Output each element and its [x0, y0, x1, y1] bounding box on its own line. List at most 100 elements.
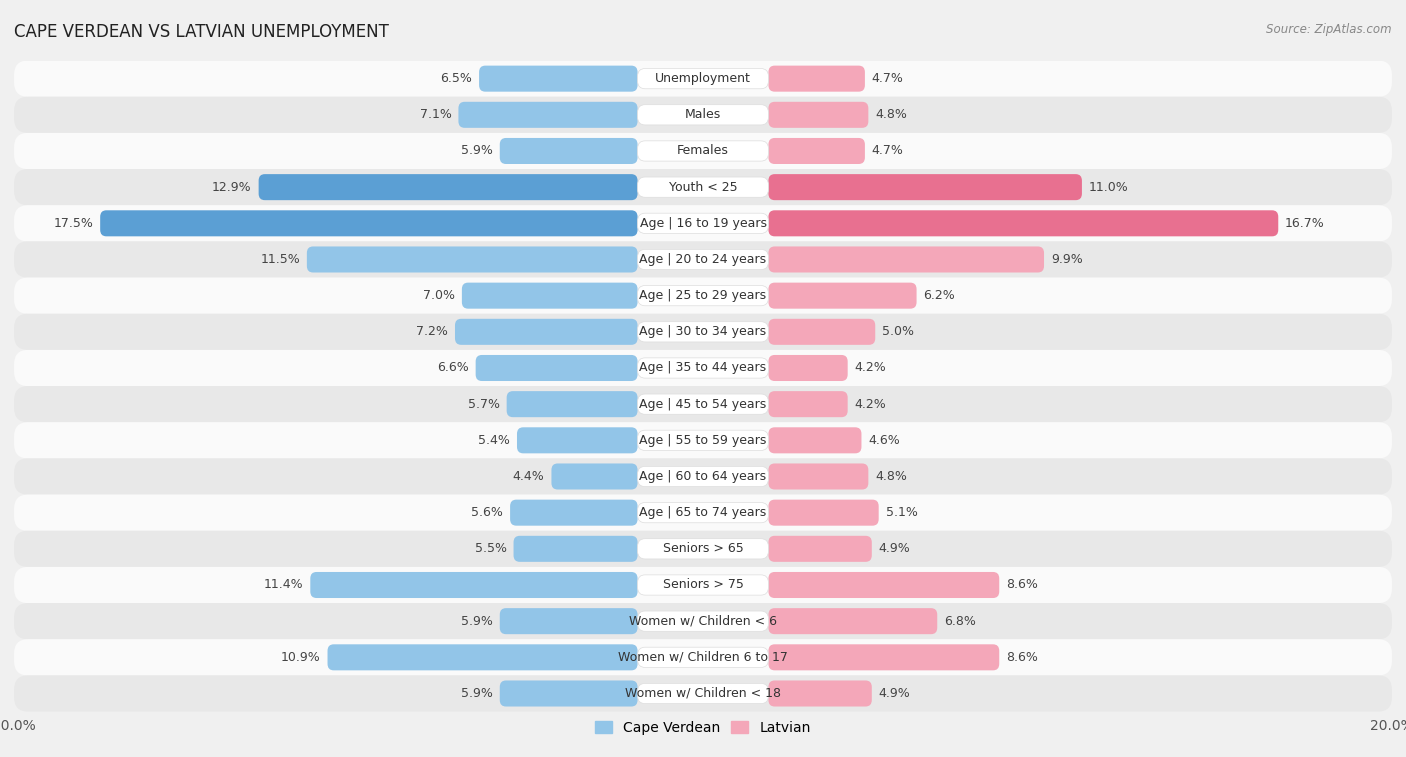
FancyBboxPatch shape [637, 647, 769, 668]
Text: 10.9%: 10.9% [281, 651, 321, 664]
Text: Women w/ Children 6 to 17: Women w/ Children 6 to 17 [619, 651, 787, 664]
FancyBboxPatch shape [14, 169, 1392, 205]
FancyBboxPatch shape [475, 355, 637, 381]
FancyBboxPatch shape [769, 101, 869, 128]
Text: 11.4%: 11.4% [264, 578, 304, 591]
Text: 4.7%: 4.7% [872, 145, 904, 157]
FancyBboxPatch shape [637, 466, 769, 487]
FancyBboxPatch shape [307, 247, 637, 273]
Text: Age | 16 to 19 years: Age | 16 to 19 years [640, 217, 766, 230]
FancyBboxPatch shape [769, 319, 875, 345]
FancyBboxPatch shape [637, 575, 769, 595]
FancyBboxPatch shape [637, 177, 769, 198]
FancyBboxPatch shape [769, 608, 938, 634]
FancyBboxPatch shape [769, 247, 1045, 273]
FancyBboxPatch shape [769, 355, 848, 381]
FancyBboxPatch shape [14, 350, 1392, 386]
Text: 5.9%: 5.9% [461, 615, 494, 628]
FancyBboxPatch shape [637, 104, 769, 125]
Text: 5.9%: 5.9% [461, 687, 494, 700]
Text: 4.6%: 4.6% [869, 434, 900, 447]
FancyBboxPatch shape [513, 536, 637, 562]
Text: Age | 55 to 59 years: Age | 55 to 59 years [640, 434, 766, 447]
Text: 4.2%: 4.2% [855, 362, 886, 375]
Text: Age | 25 to 29 years: Age | 25 to 29 years [640, 289, 766, 302]
FancyBboxPatch shape [637, 430, 769, 450]
FancyBboxPatch shape [769, 427, 862, 453]
Text: 7.0%: 7.0% [423, 289, 456, 302]
FancyBboxPatch shape [769, 500, 879, 525]
FancyBboxPatch shape [637, 322, 769, 342]
FancyBboxPatch shape [769, 282, 917, 309]
FancyBboxPatch shape [14, 603, 1392, 639]
FancyBboxPatch shape [769, 644, 1000, 671]
FancyBboxPatch shape [499, 608, 637, 634]
Text: 4.2%: 4.2% [855, 397, 886, 410]
FancyBboxPatch shape [769, 536, 872, 562]
FancyBboxPatch shape [506, 391, 637, 417]
Text: 5.4%: 5.4% [478, 434, 510, 447]
FancyBboxPatch shape [637, 69, 769, 89]
FancyBboxPatch shape [328, 644, 637, 671]
FancyBboxPatch shape [14, 494, 1392, 531]
Legend: Cape Verdean, Latvian: Cape Verdean, Latvian [589, 715, 817, 740]
FancyBboxPatch shape [637, 358, 769, 378]
FancyBboxPatch shape [14, 61, 1392, 97]
Text: 17.5%: 17.5% [53, 217, 93, 230]
Text: 6.8%: 6.8% [945, 615, 976, 628]
FancyBboxPatch shape [14, 531, 1392, 567]
Text: Males: Males [685, 108, 721, 121]
FancyBboxPatch shape [637, 141, 769, 161]
Text: Women w/ Children < 18: Women w/ Children < 18 [626, 687, 780, 700]
Text: Women w/ Children < 6: Women w/ Children < 6 [628, 615, 778, 628]
Text: 9.9%: 9.9% [1050, 253, 1083, 266]
Text: 4.9%: 4.9% [879, 687, 911, 700]
FancyBboxPatch shape [637, 539, 769, 559]
FancyBboxPatch shape [637, 503, 769, 523]
Text: Youth < 25: Youth < 25 [669, 181, 737, 194]
FancyBboxPatch shape [14, 278, 1392, 313]
FancyBboxPatch shape [769, 66, 865, 92]
FancyBboxPatch shape [456, 319, 637, 345]
FancyBboxPatch shape [637, 249, 769, 269]
Text: Seniors > 75: Seniors > 75 [662, 578, 744, 591]
Text: 11.0%: 11.0% [1088, 181, 1129, 194]
Text: 5.1%: 5.1% [886, 506, 918, 519]
Text: 4.4%: 4.4% [513, 470, 544, 483]
FancyBboxPatch shape [637, 394, 769, 414]
FancyBboxPatch shape [637, 285, 769, 306]
FancyBboxPatch shape [517, 427, 637, 453]
FancyBboxPatch shape [637, 611, 769, 631]
FancyBboxPatch shape [637, 684, 769, 703]
Text: Age | 60 to 64 years: Age | 60 to 64 years [640, 470, 766, 483]
FancyBboxPatch shape [14, 675, 1392, 712]
Text: 5.5%: 5.5% [475, 542, 506, 556]
Text: Females: Females [678, 145, 728, 157]
FancyBboxPatch shape [100, 210, 637, 236]
FancyBboxPatch shape [479, 66, 637, 92]
Text: 5.0%: 5.0% [882, 326, 914, 338]
Text: Age | 45 to 54 years: Age | 45 to 54 years [640, 397, 766, 410]
Text: 6.6%: 6.6% [437, 362, 468, 375]
Text: 6.5%: 6.5% [440, 72, 472, 85]
Text: Seniors > 65: Seniors > 65 [662, 542, 744, 556]
FancyBboxPatch shape [458, 101, 637, 128]
Text: 5.9%: 5.9% [461, 145, 494, 157]
FancyBboxPatch shape [14, 639, 1392, 675]
FancyBboxPatch shape [499, 138, 637, 164]
FancyBboxPatch shape [14, 97, 1392, 133]
Text: Unemployment: Unemployment [655, 72, 751, 85]
FancyBboxPatch shape [499, 681, 637, 706]
FancyBboxPatch shape [769, 174, 1083, 200]
Text: 6.2%: 6.2% [924, 289, 955, 302]
Text: Age | 65 to 74 years: Age | 65 to 74 years [640, 506, 766, 519]
FancyBboxPatch shape [259, 174, 637, 200]
Text: 4.8%: 4.8% [875, 470, 907, 483]
FancyBboxPatch shape [769, 681, 872, 706]
Text: 4.9%: 4.9% [879, 542, 911, 556]
FancyBboxPatch shape [510, 500, 637, 525]
FancyBboxPatch shape [769, 210, 1278, 236]
Text: Age | 30 to 34 years: Age | 30 to 34 years [640, 326, 766, 338]
FancyBboxPatch shape [14, 205, 1392, 241]
Text: 5.6%: 5.6% [471, 506, 503, 519]
